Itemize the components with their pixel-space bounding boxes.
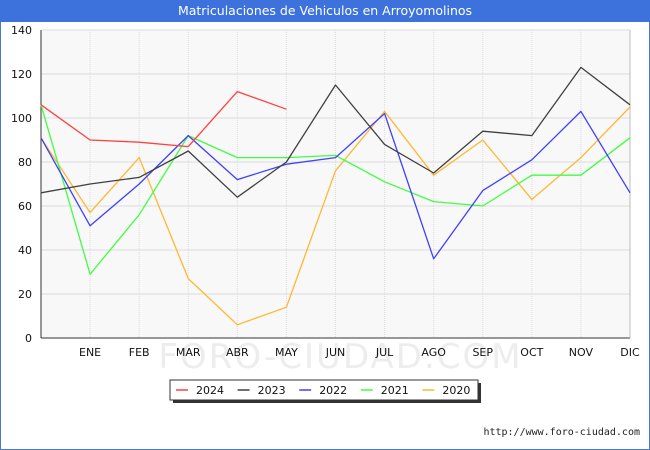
series-line-2023	[40, 66, 631, 198]
y-tick-label: 0	[25, 332, 32, 345]
y-tick-label: 20	[18, 288, 32, 301]
x-tick-label: AGO	[421, 346, 446, 359]
series-line-2024	[40, 90, 287, 148]
x-tick-label: JUL	[375, 346, 394, 359]
series-line-2021	[40, 104, 631, 275]
series-line-2020	[40, 106, 631, 326]
legend-label-2023: 2023	[258, 384, 286, 397]
x-tick-label: MAR	[176, 346, 201, 359]
x-tick-label: NOV	[569, 346, 594, 359]
chart-title: Matriculaciones de Vehiculos en Arroyomo…	[0, 0, 650, 22]
legend-label-2022: 2022	[319, 384, 347, 397]
legend-label-2024: 2024	[196, 384, 224, 397]
x-tick-label: MAY	[275, 346, 298, 359]
x-tick-label: OCT	[520, 346, 543, 359]
x-tick-label: DIC	[620, 346, 640, 359]
watermark-text: FORO-CIUDAD.COM	[158, 337, 522, 377]
source-url[interactable]: http://www.foro-ciudad.com	[483, 427, 640, 438]
series-line-2022	[40, 110, 631, 260]
x-tick-label: JUN	[325, 346, 346, 359]
legend-box	[169, 379, 479, 401]
x-tick-label: FEB	[129, 346, 150, 359]
y-tick-label: 60	[18, 200, 32, 213]
x-tick-label: ABR	[226, 346, 249, 359]
x-tick-label: ENE	[79, 346, 101, 359]
y-tick-label: 140	[11, 24, 32, 37]
y-tick-label: 80	[18, 156, 32, 169]
legend-label-2021: 2021	[381, 384, 409, 397]
legend-label-2020: 2020	[442, 384, 470, 397]
y-tick-label: 40	[18, 244, 32, 257]
x-tick-label: SEP	[472, 346, 493, 359]
y-tick-label: 120	[11, 68, 32, 81]
y-tick-label: 100	[11, 112, 32, 125]
